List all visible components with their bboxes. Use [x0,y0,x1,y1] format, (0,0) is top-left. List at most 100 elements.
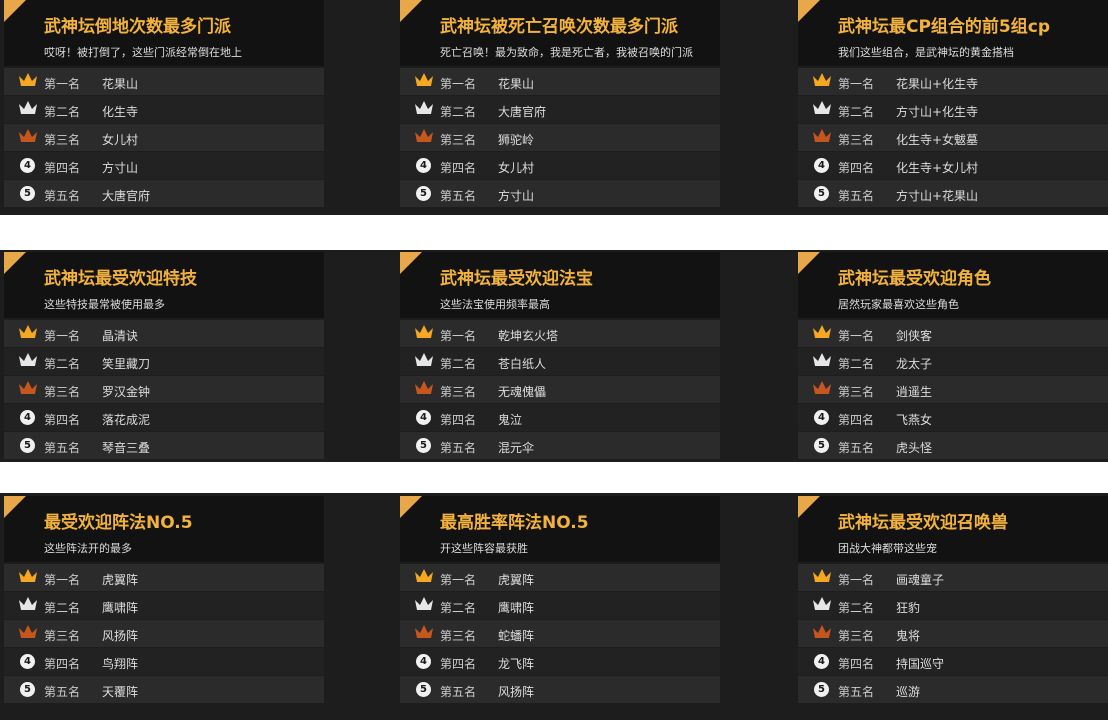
rank-badge: 5 [20,186,35,201]
crown [415,381,433,394]
rank-label: 第三名 [440,629,477,643]
rank-label: 第二名 [838,357,875,371]
ranking-panel: 武神坛被死亡召唤次数最多门派 死亡召唤！最为致命，我是死亡者，我被召唤的门派 第一名… [400,0,740,215]
rank-label: 第二名 [44,357,81,371]
crown [19,597,37,610]
rank-badge: 5 [416,186,431,201]
rank-row: 第一名 花果山 [400,68,720,95]
ranking-panel: 武神坛最受欢迎召唤兽 团战大神都带这些宠 第一名 画魂童子 第二名 狂豹 第三名 鬼将 4 第四名… [798,496,1108,711]
rank-name: 飞燕女 [896,413,933,427]
crown [19,129,37,142]
rank-label: 第五名 [838,189,875,203]
ranking-panel: 最受欢迎阵法NO.5 这些阵法开的最多 第一名 虎翼阵 第二名 鹰啸阵 第三名 风扬阵 4 第四名… [4,496,344,711]
rank-row: 第三名 鬼将 [798,620,1108,647]
ranking-panel: 武神坛最受欢迎特技 这些特技最常被使用最多 第一名 晶清诀 第二名 笑里藏刀 第三名 罗汉金钟… [4,252,344,467]
rank-name: 晶清诀 [102,329,139,343]
rank-label: 第三名 [838,629,875,643]
rank-row: 第二名 化生寺 [4,96,324,123]
crown [19,101,37,114]
rank-name: 化生寺+女儿村 [896,161,979,175]
crown [19,353,37,366]
rank-badge: 5 [416,438,431,453]
rank-name: 风扬阵 [102,629,139,643]
crown-icon [19,597,37,610]
rank-row: 第三名 罗汉金钟 [4,376,324,403]
crown-icon [415,73,433,86]
corner-triangle [400,496,422,518]
corner-triangle [798,252,820,274]
panel-title: 武神坛最CP组合的前5组cp [838,17,1051,37]
rank-label: 第四名 [440,413,477,427]
ranking-panel: 武神坛最受欢迎法宝 这些法宝使用频率最高 第一名 乾坤玄火塔 第二名 苍白纸人 第三名 无魂傀… [400,252,740,467]
rank-row: 4 第四名 化生寺+女儿村 [798,152,1108,179]
rank-badge: 5 [20,682,35,697]
rank-label: 第三名 [838,385,875,399]
panel-title: 最受欢迎阵法NO.5 [44,513,193,533]
crown-icon [19,129,37,142]
rank-name: 狂豹 [896,601,921,615]
rank-badge: 4 [20,410,35,425]
rank-row: 第一名 画魂童子 [798,564,1108,591]
rank-name: 琴音三叠 [102,441,151,455]
rank-label: 第一名 [440,329,477,343]
rank-label: 第四名 [440,657,477,671]
rank-row: 4 第四名 落花成泥 [4,404,324,431]
rank-badge: 4 [814,410,829,425]
crown [813,569,831,582]
crown [19,73,37,86]
rank-name: 龙飞阵 [498,657,535,671]
rank-label: 第二名 [838,601,875,615]
rank-label: 第五名 [838,685,875,699]
rank-row: 5 第五名 风扬阵 [400,676,720,703]
rank-row: 第一名 虎翼阵 [400,564,720,591]
rank-name: 花果山+化生寺 [896,77,979,91]
rank-name: 天覆阵 [102,685,139,699]
rank-label: 第一名 [838,77,875,91]
ranking-panel: 武神坛最受欢迎角色 居然玩家最喜欢这些角色 第一名 剑侠客 第二名 龙太子 第三名 逍遥生 4 第… [798,252,1108,467]
rank-name: 龙太子 [896,357,933,371]
rank-row: 5 第五名 虎头怪 [798,432,1108,459]
rank-name: 鸟翔阵 [102,657,139,671]
rank-name: 鹰啸阵 [498,601,535,615]
rank-label: 第三名 [838,133,875,147]
panel-subtitle: 哎呀！被打倒了，这些门派经常倒在地上 [44,46,242,59]
rank-label: 第四名 [44,657,81,671]
rank-row: 4 第四名 鬼泣 [400,404,720,431]
rank-name: 化生寺+女魃墓 [896,133,979,147]
crown-icon [813,73,831,86]
crown-icon [813,569,831,582]
panel-subtitle: 开这些阵容最获胜 [440,542,528,555]
crown [415,625,433,638]
crown [415,129,433,142]
rank-row: 第二名 狂豹 [798,592,1108,619]
panel-header: 武神坛倒地次数最多门派哎呀！被打倒了，这些门派经常倒在地上 [4,0,324,66]
corner-triangle [4,496,26,518]
rank-name: 方寸山+化生寺 [896,105,979,119]
rank-row: 5 第五名 方寸山 [400,180,720,207]
rank-label: 第二名 [44,601,81,615]
rank-label: 第二名 [440,105,477,119]
panel-header: 武神坛最受欢迎召唤兽 团战大神都带这些宠 [798,496,1108,562]
rank-name: 方寸山 [498,189,535,203]
panel-subtitle: 这些特技最常被使用最多 [44,298,165,311]
panel-title: 武神坛倒地次数最多门派 [44,17,231,37]
rank-badge: 4 [416,158,431,173]
rank-row: 4 第四名 鸟翔阵 [4,648,324,675]
rank-name: 风扬阵 [498,685,535,699]
rank-label: 第五名 [440,189,477,203]
crown-icon [19,381,37,394]
rank-label: 第三名 [440,133,477,147]
panel-header: 武神坛最CP组合的前5组cp 我们这些组合，是武神坛的黄金搭档 [798,0,1108,66]
rank-row: 第一名 剑侠客 [798,320,1108,347]
crown [813,129,831,142]
rank-label: 第五名 [44,685,81,699]
rank-badge: 4 [20,158,35,173]
rank-badge: 4 [416,410,431,425]
rank-name: 狮驼岭 [498,133,535,147]
rank-row: 第三名 风扬阵 [4,620,324,647]
rank-label: 第二名 [838,105,875,119]
crown-icon [415,381,433,394]
rank-row: 第二名 龙太子 [798,348,1108,375]
rank-name: 画魂童子 [896,573,945,587]
rank-row: 5 第五名 天覆阵 [4,676,324,703]
